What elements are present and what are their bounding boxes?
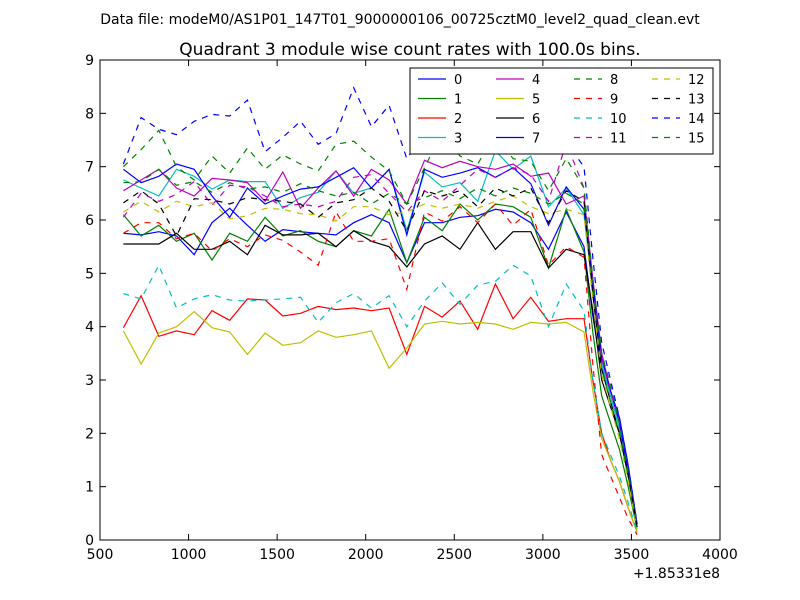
- x-tick-label: 3500: [614, 547, 650, 563]
- legend-label-0: 0: [454, 73, 462, 88]
- series-line-13: [123, 187, 638, 527]
- legend-label-3: 3: [454, 132, 462, 147]
- legend-label-11: 11: [610, 132, 627, 147]
- y-tick-label: 6: [85, 213, 94, 229]
- legend-label-13: 13: [688, 93, 705, 108]
- legend-label-8: 8: [610, 73, 618, 88]
- series-line-1: [122, 203, 638, 530]
- series-line-2: [122, 282, 638, 533]
- legend-label-15: 15: [688, 132, 705, 147]
- legend-label-6: 6: [532, 112, 540, 127]
- series-line-15: [122, 129, 638, 527]
- y-tick-label: 8: [85, 106, 94, 122]
- x-tick-label: 3000: [525, 547, 561, 563]
- series-line-10: [123, 263, 638, 533]
- legend-box: [409, 67, 714, 155]
- y-tick-label: 4: [85, 320, 94, 336]
- x-tick-label: 2500: [436, 547, 472, 563]
- y-tick-label: 7: [85, 160, 94, 176]
- legend-label-2: 2: [454, 112, 462, 127]
- series-line-14: [122, 86, 638, 525]
- x-tick-label: 500: [87, 547, 114, 563]
- legend-label-4: 4: [532, 73, 540, 88]
- x-tick-label: 4000: [702, 547, 738, 563]
- y-tick-label: 1: [85, 480, 94, 496]
- series-line-12: [123, 195, 638, 530]
- y-tick-label: 5: [85, 266, 94, 282]
- axis-ticks: 500 1000 1500 2000 2500 3000 3500 4000012345678…: [85, 53, 738, 563]
- series-layer: [122, 86, 638, 535]
- legend-label-12: 12: [688, 73, 705, 88]
- y-tick-label: 3: [85, 373, 94, 389]
- chart-title: Quadrant 3 module wise count rates with …: [179, 40, 640, 60]
- x-axis-offset-label: +1.85331e8: [633, 566, 720, 582]
- legend-label-10: 10: [610, 112, 627, 127]
- y-tick-label: 2: [85, 426, 94, 442]
- figure-suptitle: Data file: modeM0/AS1P01_147T01_90000001…: [100, 12, 700, 28]
- x-tick-label: 1000: [171, 547, 207, 563]
- x-tick-label: 1500: [259, 547, 295, 563]
- y-tick-label: 0: [85, 533, 94, 549]
- x-tick-label: 2000: [348, 547, 384, 563]
- series-line-9: [123, 203, 638, 535]
- legend-label-1: 1: [454, 93, 462, 108]
- y-tick-label: 9: [85, 53, 94, 69]
- legend-label-9: 9: [610, 93, 618, 108]
- legend-label-14: 14: [688, 112, 705, 127]
- legend-label-5: 5: [532, 93, 540, 108]
- plot-frame: [99, 59, 721, 541]
- series-line-5: [122, 310, 638, 533]
- legend-label-7: 7: [532, 132, 540, 147]
